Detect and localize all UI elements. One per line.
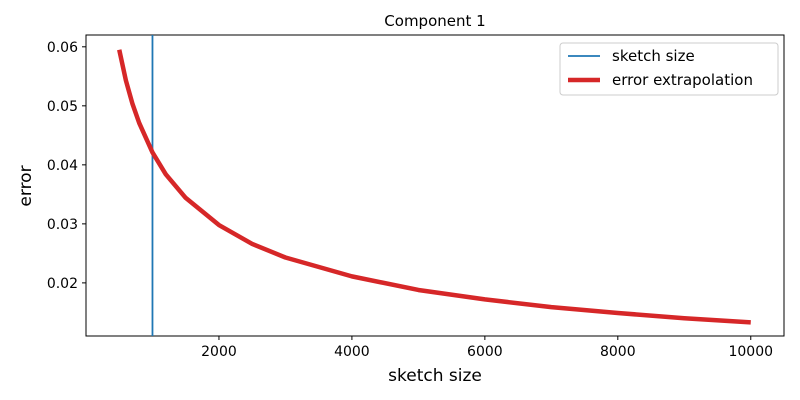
x-tick-label: 10000 bbox=[728, 344, 773, 360]
x-axis-ticks: 2000 4000 6000 8000 10000 bbox=[201, 336, 773, 360]
x-tick-label: 4000 bbox=[334, 344, 370, 360]
series-layer bbox=[117, 35, 751, 336]
legend: sketch size error extrapolation bbox=[559, 42, 779, 96]
x-axis-label: sketch size bbox=[388, 366, 482, 386]
y-tick-label: 0.05 bbox=[47, 99, 78, 115]
legend-label-error-extrapolation: error extrapolation bbox=[612, 71, 753, 89]
error-extrapolation-line bbox=[117, 49, 751, 325]
y-tick-label: 0.03 bbox=[47, 217, 78, 233]
legend-label-sketch-size: sketch size bbox=[612, 47, 695, 65]
y-tick-label: 0.04 bbox=[47, 158, 78, 174]
chart-title: Component 1 bbox=[384, 12, 485, 30]
y-tick-label: 0.06 bbox=[47, 40, 78, 56]
y-tick-label: 0.02 bbox=[47, 276, 78, 292]
x-tick-label: 6000 bbox=[467, 344, 503, 360]
x-tick-label: 2000 bbox=[201, 344, 237, 360]
y-axis-label: error bbox=[16, 165, 36, 206]
plot-frame bbox=[85, 34, 785, 337]
x-tick-label: 8000 bbox=[600, 344, 636, 360]
y-axis-ticks: 0.02 0.03 0.04 0.05 0.06 bbox=[47, 40, 86, 292]
legend-box bbox=[559, 42, 779, 96]
